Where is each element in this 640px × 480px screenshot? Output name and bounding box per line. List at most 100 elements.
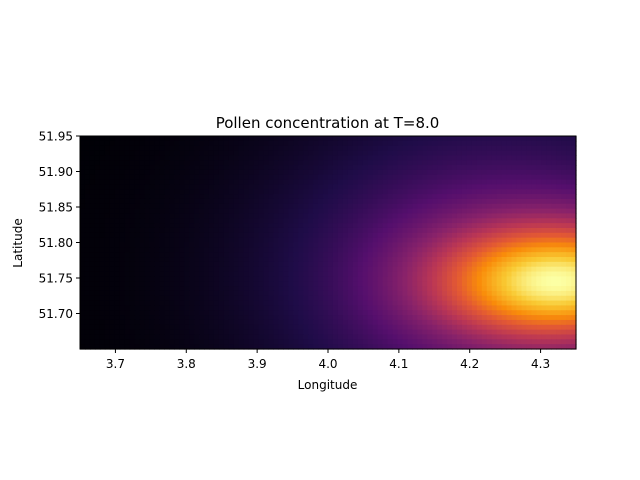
heatmap-cell <box>94 194 101 200</box>
heatmap-cell <box>169 295 175 302</box>
heatmap-cell <box>253 266 260 273</box>
heatmap-cell <box>347 150 354 156</box>
heatmap-cell <box>561 155 567 161</box>
heatmap-cell <box>407 300 413 307</box>
heatmap-cell <box>412 227 418 234</box>
heatmap-cell <box>124 290 131 297</box>
heatmap-cell <box>427 218 433 224</box>
heatmap-cell <box>328 227 334 234</box>
heatmap-cell <box>94 266 101 273</box>
heatmap-cell <box>154 324 160 331</box>
heatmap-cell <box>397 247 403 253</box>
heatmap-cell <box>174 329 180 336</box>
heatmap-cell <box>526 189 532 195</box>
heatmap-cell <box>501 290 508 297</box>
heatmap-cell <box>233 334 240 340</box>
heatmap-cell <box>422 189 428 195</box>
heatmap-cell <box>208 165 215 171</box>
heatmap-cell <box>447 315 453 321</box>
heatmap-cell <box>461 184 468 190</box>
heatmap-cell <box>452 242 458 248</box>
heatmap-cell <box>263 266 270 273</box>
heatmap-cell <box>481 271 488 277</box>
heatmap-cell <box>412 329 418 336</box>
heatmap-cell <box>328 310 334 316</box>
heatmap-cell <box>481 179 488 186</box>
heatmap-cell <box>382 242 389 248</box>
heatmap-cell <box>149 165 155 171</box>
heatmap-cell <box>566 136 572 142</box>
heatmap-cell <box>422 242 428 248</box>
heatmap-cell <box>501 184 508 190</box>
heatmap-cell <box>447 165 453 171</box>
heatmap-cell <box>99 295 106 302</box>
heatmap-cell <box>461 257 468 263</box>
heatmap-cell <box>283 310 289 316</box>
heatmap-cell <box>471 242 478 248</box>
heatmap-cell <box>427 281 433 287</box>
heatmap-cell <box>189 223 195 229</box>
heatmap-cell <box>347 286 354 292</box>
heatmap-cell <box>447 150 453 156</box>
heatmap-cell <box>144 227 151 234</box>
heatmap-cell <box>104 223 111 229</box>
heatmap-cell <box>204 237 210 244</box>
heatmap-cell <box>392 247 399 253</box>
heatmap-cell <box>119 227 126 234</box>
heatmap-cell <box>164 150 170 156</box>
heatmap-cell <box>397 261 403 268</box>
heatmap-cell <box>99 334 106 340</box>
heatmap-cell <box>154 305 160 311</box>
heatmap-cell <box>283 203 289 210</box>
heatmap-cell <box>521 247 527 253</box>
heatmap-cell <box>531 281 537 287</box>
heatmap-cell <box>506 189 513 195</box>
heatmap-cell <box>199 160 205 166</box>
heatmap-cell <box>551 213 557 219</box>
heatmap-cell <box>208 261 215 268</box>
heatmap-cell <box>208 150 215 156</box>
heatmap-cell <box>99 271 106 277</box>
heatmap-cell <box>258 247 265 253</box>
heatmap-cell <box>437 266 443 273</box>
heatmap-cell <box>184 150 190 156</box>
heatmap-cell <box>357 232 364 239</box>
heatmap-cell <box>273 339 279 345</box>
heatmap-cell <box>561 271 567 277</box>
heatmap-cell <box>149 339 155 345</box>
heatmap-cell <box>387 179 394 186</box>
heatmap-cell <box>328 213 334 219</box>
heatmap-cell <box>566 290 572 297</box>
heatmap-cell <box>313 295 319 302</box>
heatmap-cell <box>119 136 126 142</box>
heatmap-cell <box>417 136 423 142</box>
heatmap-cell <box>199 184 205 190</box>
heatmap-cell <box>521 198 527 205</box>
heatmap-cell <box>174 281 180 287</box>
heatmap-cell <box>164 237 170 244</box>
heatmap-cell <box>89 286 96 292</box>
heatmap-cell <box>551 232 557 239</box>
heatmap-cell <box>238 252 245 258</box>
heatmap-cell <box>392 329 399 336</box>
heatmap-cell <box>496 290 503 297</box>
heatmap-cell <box>342 286 349 292</box>
heatmap-cell <box>278 150 284 156</box>
heatmap-cell <box>89 198 96 205</box>
heatmap-cell <box>273 223 279 229</box>
heatmap-cell <box>124 324 131 331</box>
heatmap-cell <box>442 150 448 156</box>
heatmap-cell <box>308 179 314 186</box>
heatmap-cell <box>308 305 314 311</box>
heatmap-cell <box>556 334 562 340</box>
heatmap-cell <box>407 213 413 219</box>
heatmap-cell <box>556 189 562 195</box>
heatmap-cell <box>382 184 389 190</box>
heatmap-cell <box>566 232 572 239</box>
heatmap-cell <box>179 324 185 331</box>
heatmap-cell <box>501 208 508 215</box>
heatmap-cell <box>362 339 369 345</box>
heatmap-cell <box>466 305 473 311</box>
heatmap-cell <box>541 310 547 316</box>
